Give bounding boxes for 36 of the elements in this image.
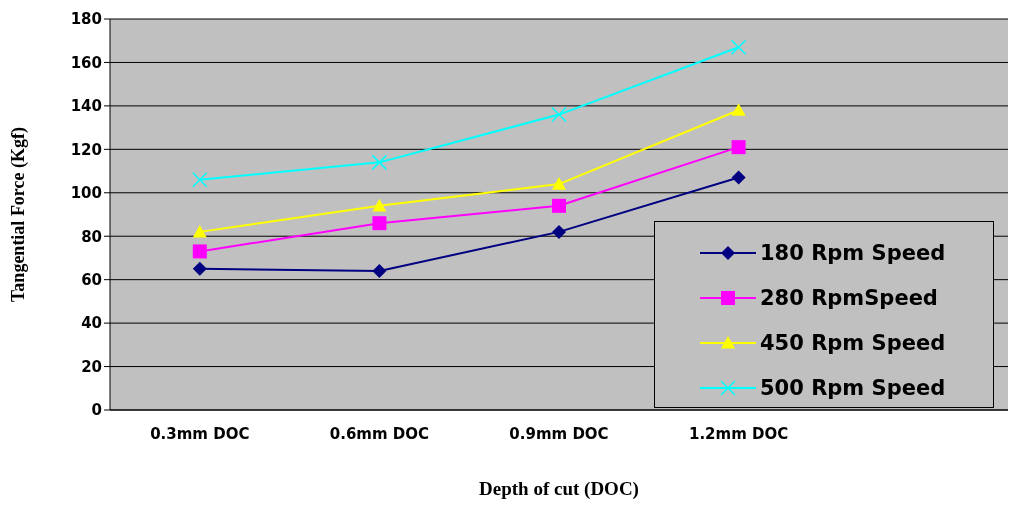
point (552, 224, 566, 239)
y-tick-label: 120 (70, 140, 102, 159)
y-tick-label: 100 (70, 184, 102, 203)
x-tick-label: 0.3mm DOC (150, 424, 250, 443)
y-tick-label: 140 (70, 97, 102, 116)
point (372, 198, 387, 212)
y-axis-title: Tangential Force (Kgf) (8, 127, 30, 302)
legend-label: 450 Rpm Speed (760, 330, 946, 355)
point (192, 224, 207, 238)
point (192, 171, 208, 188)
y-tick-label: 160 (70, 53, 102, 72)
legend-label: 500 Rpm Speed (760, 375, 946, 400)
legend-label: 180 Rpm Speed (760, 240, 946, 265)
point (731, 140, 746, 155)
point (731, 170, 746, 185)
point (551, 106, 567, 123)
y-tick-label: 80 (81, 227, 102, 246)
x-tick-label: 0.9mm DOC (509, 424, 609, 443)
y-tick-label: 180 (70, 10, 102, 29)
point (192, 261, 207, 276)
x-tick-label: 1.2mm DOC (688, 424, 789, 443)
y-tick-label: 20 (81, 357, 102, 376)
legend-label: 280 RpmSpeed (760, 285, 938, 310)
point (372, 263, 387, 278)
y-tick-label: 40 (81, 314, 102, 333)
x-tick-label: 0.6mm DOC (329, 424, 430, 443)
point (192, 244, 207, 259)
point (552, 198, 566, 213)
point (730, 39, 747, 55)
y-tick-label: 0 (91, 401, 102, 420)
y-tick-label: 60 (81, 270, 102, 289)
point (731, 103, 746, 116)
point (371, 154, 388, 171)
point (372, 216, 387, 231)
point (552, 177, 566, 190)
x-axis-title: Depth of cut (DOC) (479, 478, 639, 500)
